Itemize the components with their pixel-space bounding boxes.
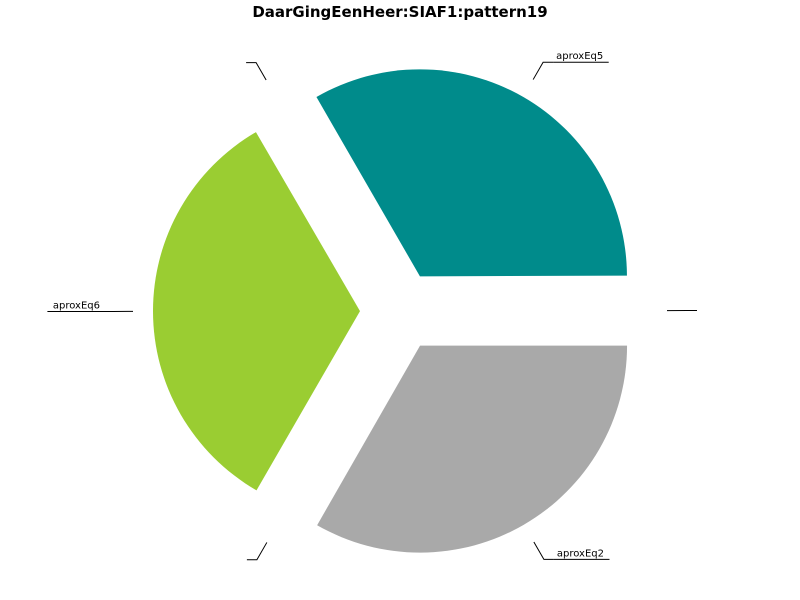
pie-slice-aproxEq5 xyxy=(316,69,627,277)
slice-label-aproxEq5: aproxEq5 xyxy=(556,51,603,62)
pie-slice-aproxEq6 xyxy=(153,132,361,491)
leader-line-aproxEq2 xyxy=(533,541,554,560)
slice-label-aproxEq2: aproxEq2 xyxy=(557,548,604,559)
slice-label-aproxEq6: aproxEq6 xyxy=(53,300,100,311)
leader-line-gap xyxy=(246,62,267,81)
pie-slice-gap xyxy=(439,310,647,311)
pie-slice-aproxEq2 xyxy=(317,345,628,553)
leader-line-aproxEq5 xyxy=(532,61,554,80)
pie-slice-gap xyxy=(275,97,380,277)
leader-line-gap xyxy=(246,542,268,561)
chart-title: DaarGingEenHeer:SIAF1:pattern19 xyxy=(252,3,548,21)
pie-slice-gap xyxy=(276,345,381,526)
